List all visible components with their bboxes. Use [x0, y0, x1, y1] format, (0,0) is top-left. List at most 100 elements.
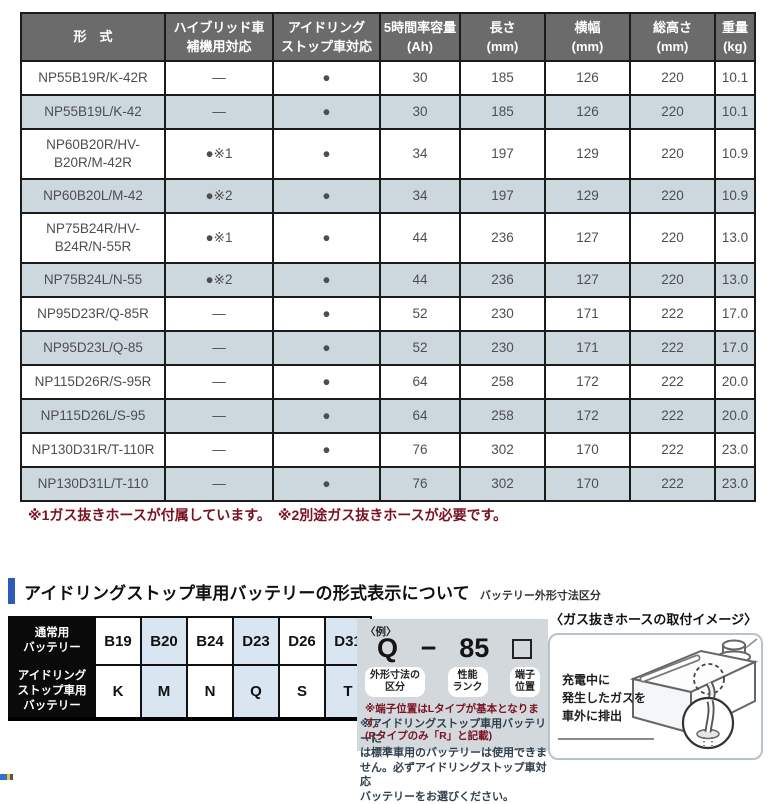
capacity-cell: 64 [379, 364, 461, 400]
model-cell: NP115D26R/S-95R [20, 364, 166, 400]
battery-hose-illustration [629, 638, 759, 750]
spec-header-row: 形 式 ハイブリッド車 補機用対応 アイドリング ストップ車対応 5時間率容量 … [20, 12, 756, 62]
partial-icon-yellow [7, 774, 10, 780]
capacity-cell: 52 [379, 330, 461, 366]
hybrid-cell: — [164, 364, 274, 400]
partial-icon-dark [10, 774, 13, 780]
model-cell: NP115D26L/S-95 [20, 398, 166, 434]
model-code-example-box: 〈例〉 Q − 85 外形寸法の 区分 性能 ランク 端子 位置 ※端子位置はL… [357, 619, 548, 751]
normal-battery-row: 通常用 バッテリー B19 B20 B24 D23 D26 D31 [8, 616, 372, 666]
code-cell: S [278, 664, 326, 720]
capacity-cell: 52 [379, 296, 461, 332]
width-cell: 126 [544, 94, 631, 130]
hybrid-cell: ●※1 [164, 212, 274, 264]
terminal-position-square [512, 638, 532, 659]
height-cell: 220 [629, 178, 716, 214]
width-cell: 172 [544, 398, 631, 434]
spec-row: NP95D23R/Q-85R — ● 52 230 171 222 17.0 [20, 296, 756, 332]
col-header-capacity: 5時間率容量 (Ah) [379, 12, 461, 62]
width-cell: 172 [544, 364, 631, 400]
hybrid-cell: — [164, 398, 274, 434]
capacity-cell: 34 [379, 128, 461, 180]
width-cell: 129 [544, 128, 631, 180]
model-cell: NP130D31R/T-110R [20, 432, 166, 468]
col-header-model: 形 式 [20, 12, 166, 62]
gas-hose-footnote: ※1ガス抜きホースが付属しています。 ※2別途ガス抜きホースが必要です。 [28, 507, 508, 523]
example-dash: − [420, 633, 437, 663]
length-cell: 185 [459, 60, 546, 96]
spec-row: NP75B24R/HV- B24R/N-55R ●※1 ● 44 236 127… [20, 212, 756, 264]
idling-cell: ● [272, 398, 381, 434]
height-cell: 222 [629, 466, 716, 502]
idling-cell: ● [272, 60, 381, 96]
model-cell: NP130D31L/T-110 [20, 466, 166, 502]
height-cell: 222 [629, 296, 716, 332]
length-cell: 197 [459, 128, 546, 180]
capacity-cell: 76 [379, 432, 461, 468]
col-header-hybrid: ハイブリッド車 補機用対応 [164, 12, 274, 62]
code-cell: B20 [140, 616, 188, 666]
spec-row: NP75B24L/N-55 ●※2 ● 44 236 127 220 13.0 [20, 262, 756, 298]
weight-cell: 20.0 [714, 398, 756, 434]
model-cell: NP60B20R/HV- B20R/M-42R [20, 128, 166, 180]
height-cell: 220 [629, 128, 716, 180]
size-class-pill: 外形寸法の 区分 [365, 667, 425, 697]
code-cell: M [140, 664, 188, 720]
length-cell: 302 [459, 432, 546, 468]
height-cell: 220 [629, 212, 716, 264]
idling-cell: ● [272, 296, 381, 332]
weight-cell: 10.9 [714, 128, 756, 180]
section-title: アイドリングストップ車用バッテリーの形式表示について [24, 583, 470, 603]
weight-cell: 10.1 [714, 94, 756, 130]
length-cell: 230 [459, 330, 546, 366]
hybrid-cell: ●※1 [164, 128, 274, 180]
length-cell: 185 [459, 94, 546, 130]
partial-icon-blue [0, 774, 7, 780]
capacity-cell: 34 [379, 178, 461, 214]
capacity-cell: 64 [379, 398, 461, 434]
hybrid-cell: — [164, 296, 274, 332]
terminal-position-pill: 端子 位置 [510, 667, 540, 697]
capacity-cell: 44 [379, 212, 461, 264]
idling-cell: ● [272, 178, 381, 214]
hybrid-cell: — [164, 466, 274, 502]
col-header-width: 横幅 (mm) [544, 12, 631, 62]
hose-caption: 充電中に 発生したガスを 車外に排出 [562, 673, 647, 723]
height-cell: 220 [629, 262, 716, 298]
code-cell: B19 [94, 616, 142, 666]
height-cell: 220 [629, 94, 716, 130]
hose-figure-panel: 充電中に 発生したガスを 車外に排出 [548, 633, 763, 760]
weight-cell: 13.0 [714, 262, 756, 298]
size-code-table: 通常用 バッテリー B19 B20 B24 D23 D26 D31 アイドリング… [8, 616, 372, 721]
weight-cell: 10.1 [714, 60, 756, 96]
width-cell: 170 [544, 466, 631, 502]
idling-cell: ● [272, 330, 381, 366]
hybrid-cell: — [164, 60, 274, 96]
height-cell: 222 [629, 398, 716, 434]
spec-row: NP115D26L/S-95 — ● 64 258 172 222 20.0 [20, 398, 756, 434]
battery-spec-table: 形 式 ハイブリッド車 補機用対応 アイドリング ストップ車対応 5時間率容量 … [20, 12, 756, 502]
weight-cell: 20.0 [714, 364, 756, 400]
idling-stop-battery-header: アイドリング ストップ車用 バッテリー [8, 664, 96, 720]
weight-cell: 17.0 [714, 296, 756, 332]
section-header: アイドリングストップ車用バッテリーの形式表示について バッテリー外形寸法区分 [8, 578, 601, 604]
hybrid-cell: — [164, 330, 274, 366]
code-cell: K [94, 664, 142, 720]
hybrid-cell: — [164, 94, 274, 130]
code-cell: D26 [278, 616, 326, 666]
spec-row: NP115D26R/S-95R — ● 64 258 172 222 20.0 [20, 364, 756, 400]
spec-row: NP130D31L/T-110 — ● 76 302 170 222 23.0 [20, 466, 756, 502]
model-cell: NP75B24L/N-55 [20, 262, 166, 298]
col-header-idling: アイドリング ストップ車対応 [272, 12, 381, 62]
idling-cell: ● [272, 432, 381, 468]
hybrid-cell: — [164, 432, 274, 468]
idling-cell: ● [272, 466, 381, 502]
model-cell: NP95D23R/Q-85R [20, 296, 166, 332]
weight-cell: 23.0 [714, 466, 756, 502]
section-subtitle: バッテリー外形寸法区分 [479, 590, 601, 602]
performance-rank-pill: 性能 ランク [447, 667, 488, 697]
model-cell: NP75B24R/HV- B24R/N-55R [20, 212, 166, 264]
width-cell: 170 [544, 432, 631, 468]
example-part-labels: 外形寸法の 区分 性能 ランク 端子 位置 [365, 667, 540, 697]
capacity-cell: 76 [379, 466, 461, 502]
